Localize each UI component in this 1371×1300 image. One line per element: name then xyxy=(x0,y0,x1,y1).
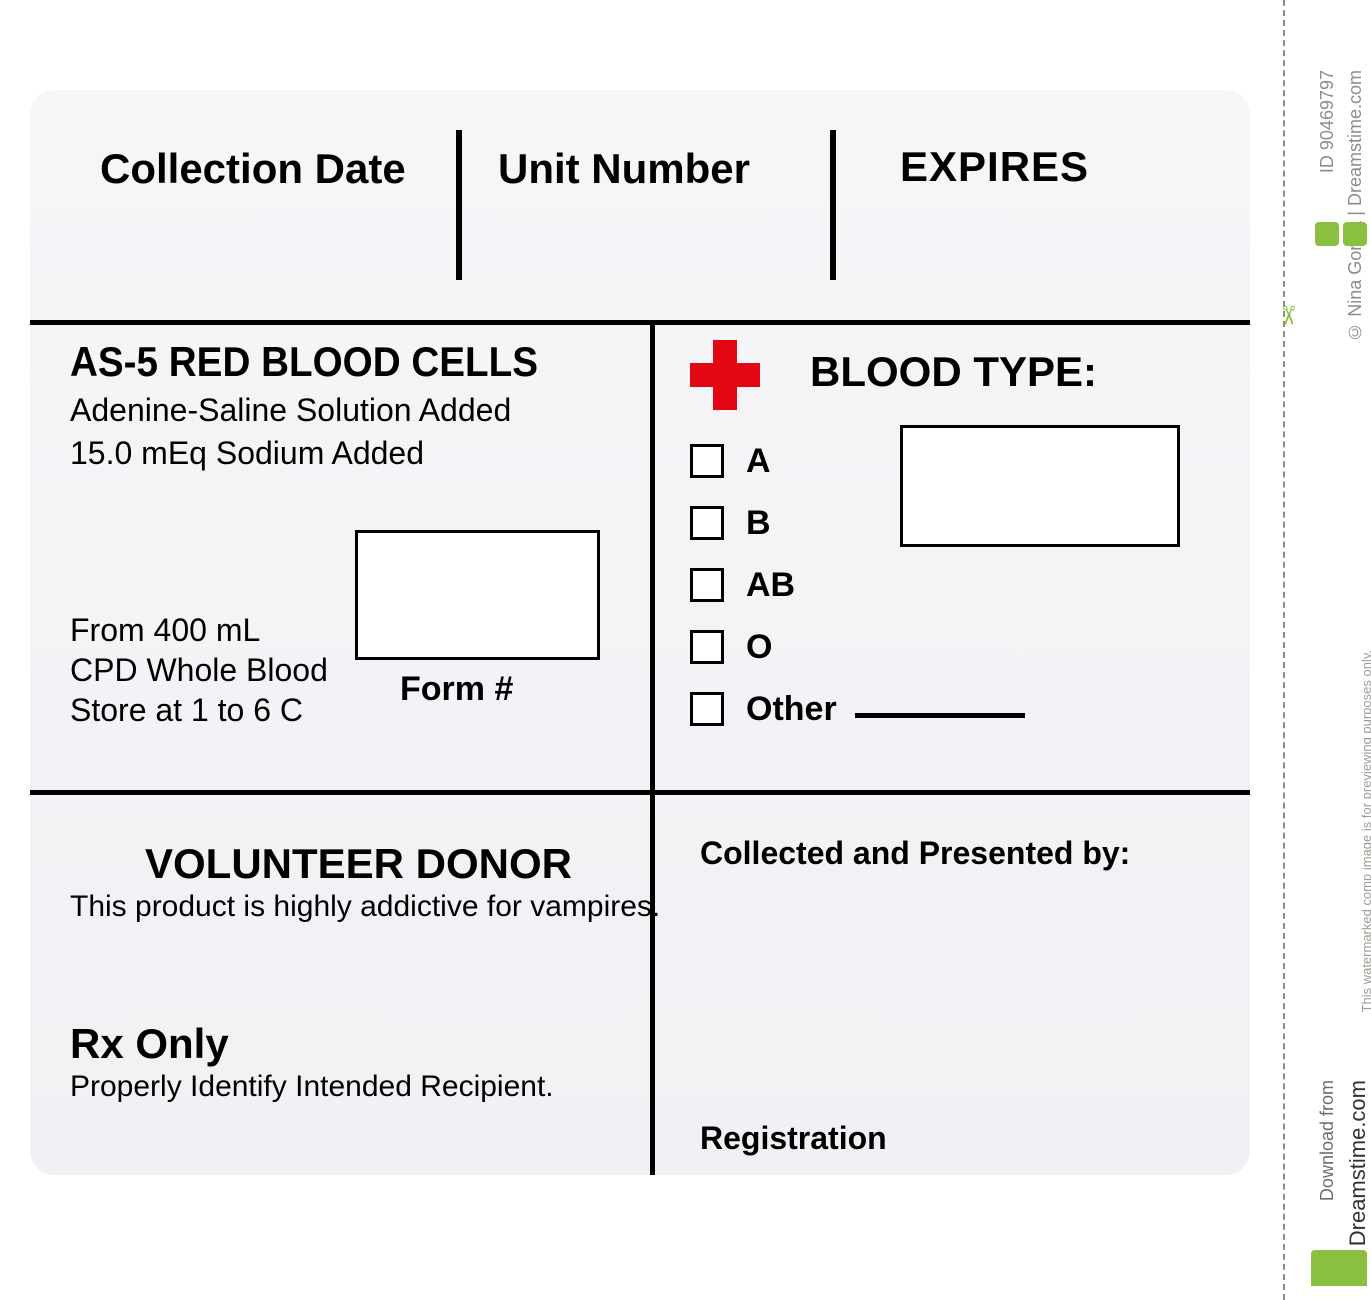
collection-date-label: Collection Date xyxy=(100,145,406,193)
watermark-site: Dreamstime.com xyxy=(1345,1080,1371,1246)
blood-type-options: A B AB O Other xyxy=(690,430,1025,740)
blood-type-option-other[interactable]: Other xyxy=(690,678,1025,740)
header-row: Collection Date Unit Number EXPIRES xyxy=(30,90,1250,285)
option-label: Other xyxy=(746,690,837,729)
watermark-author: © Nina Gorina | Dreamstime.com xyxy=(1345,70,1366,342)
blood-type-option-o[interactable]: O xyxy=(690,616,1025,678)
scissor-icon: ✂ xyxy=(1272,305,1303,327)
volunteer-donor-subtitle: This product is highly addictive for vam… xyxy=(70,890,660,924)
blood-type-option-a[interactable]: A xyxy=(690,430,1025,492)
product-store-line: Store at 1 to 6 C xyxy=(70,690,640,730)
blood-type-heading: BLOOD TYPE: xyxy=(810,348,1097,396)
product-title: AS-5 RED BLOOD CELLS xyxy=(70,338,594,386)
header-separator-2 xyxy=(830,130,836,280)
watermark-fine-print: This watermarked comp image is for previ… xyxy=(1359,650,1371,1012)
option-label: AB xyxy=(746,566,795,605)
canvas: Collection Date Unit Number EXPIRES AS-5… xyxy=(0,0,1371,1300)
watermark-strip: ✂ ID 90469797 © Nina Gorina | Dreamstime… xyxy=(1255,0,1371,1300)
cut-line xyxy=(1283,0,1285,1300)
unit-number-label: Unit Number xyxy=(498,145,750,193)
checkbox-icon[interactable] xyxy=(690,568,724,602)
checkbox-icon[interactable] xyxy=(690,506,724,540)
watermark-badge-icon xyxy=(1343,222,1367,246)
grid-line-top xyxy=(30,320,1250,325)
grid-line-vertical xyxy=(650,320,655,1175)
checkbox-icon[interactable] xyxy=(690,444,724,478)
product-subtitle-1: Adenine-Saline Solution Added xyxy=(70,392,640,429)
blood-label-card: Collection Date Unit Number EXPIRES AS-5… xyxy=(30,90,1250,1175)
checkbox-icon[interactable] xyxy=(690,692,724,726)
expires-label: EXPIRES xyxy=(900,143,1089,191)
product-subtitle-2: 15.0 mEq Sodium Added xyxy=(70,435,640,472)
rx-only-subtitle: Properly Identify Intended Recipient. xyxy=(70,1070,554,1104)
collected-by-heading: Collected and Presented by: xyxy=(700,835,1130,872)
red-cross-icon xyxy=(690,340,760,410)
watermark-download-from: Download from xyxy=(1317,1080,1338,1201)
volunteer-donor-title: VOLUNTEER DONOR xyxy=(145,840,572,888)
blood-type-option-ab[interactable]: AB xyxy=(690,554,1025,616)
option-label: A xyxy=(746,442,771,481)
product-storage: From 400 mL CPD Whole Blood Store at 1 t… xyxy=(70,610,640,730)
blood-type-option-b[interactable]: B xyxy=(690,492,1025,554)
product-section: AS-5 RED BLOOD CELLS Adenine-Saline Solu… xyxy=(70,338,640,472)
grid-line-mid-left xyxy=(30,790,650,795)
option-label: B xyxy=(746,504,771,543)
option-label: O xyxy=(746,628,772,667)
registration-label: Registration xyxy=(700,1120,887,1157)
watermark-badge-icon xyxy=(1315,222,1339,246)
product-from-line: From 400 mL xyxy=(70,610,640,650)
watermark-accent-bar xyxy=(1311,1250,1367,1286)
product-cpd-line: CPD Whole Blood xyxy=(70,650,640,690)
grid-line-mid-right xyxy=(650,790,1250,795)
checkbox-icon[interactable] xyxy=(690,630,724,664)
header-separator-1 xyxy=(456,130,462,280)
rx-only-title: Rx Only xyxy=(70,1020,229,1068)
other-fill-line[interactable] xyxy=(855,713,1025,718)
watermark-id: ID 90469797 xyxy=(1317,70,1338,173)
